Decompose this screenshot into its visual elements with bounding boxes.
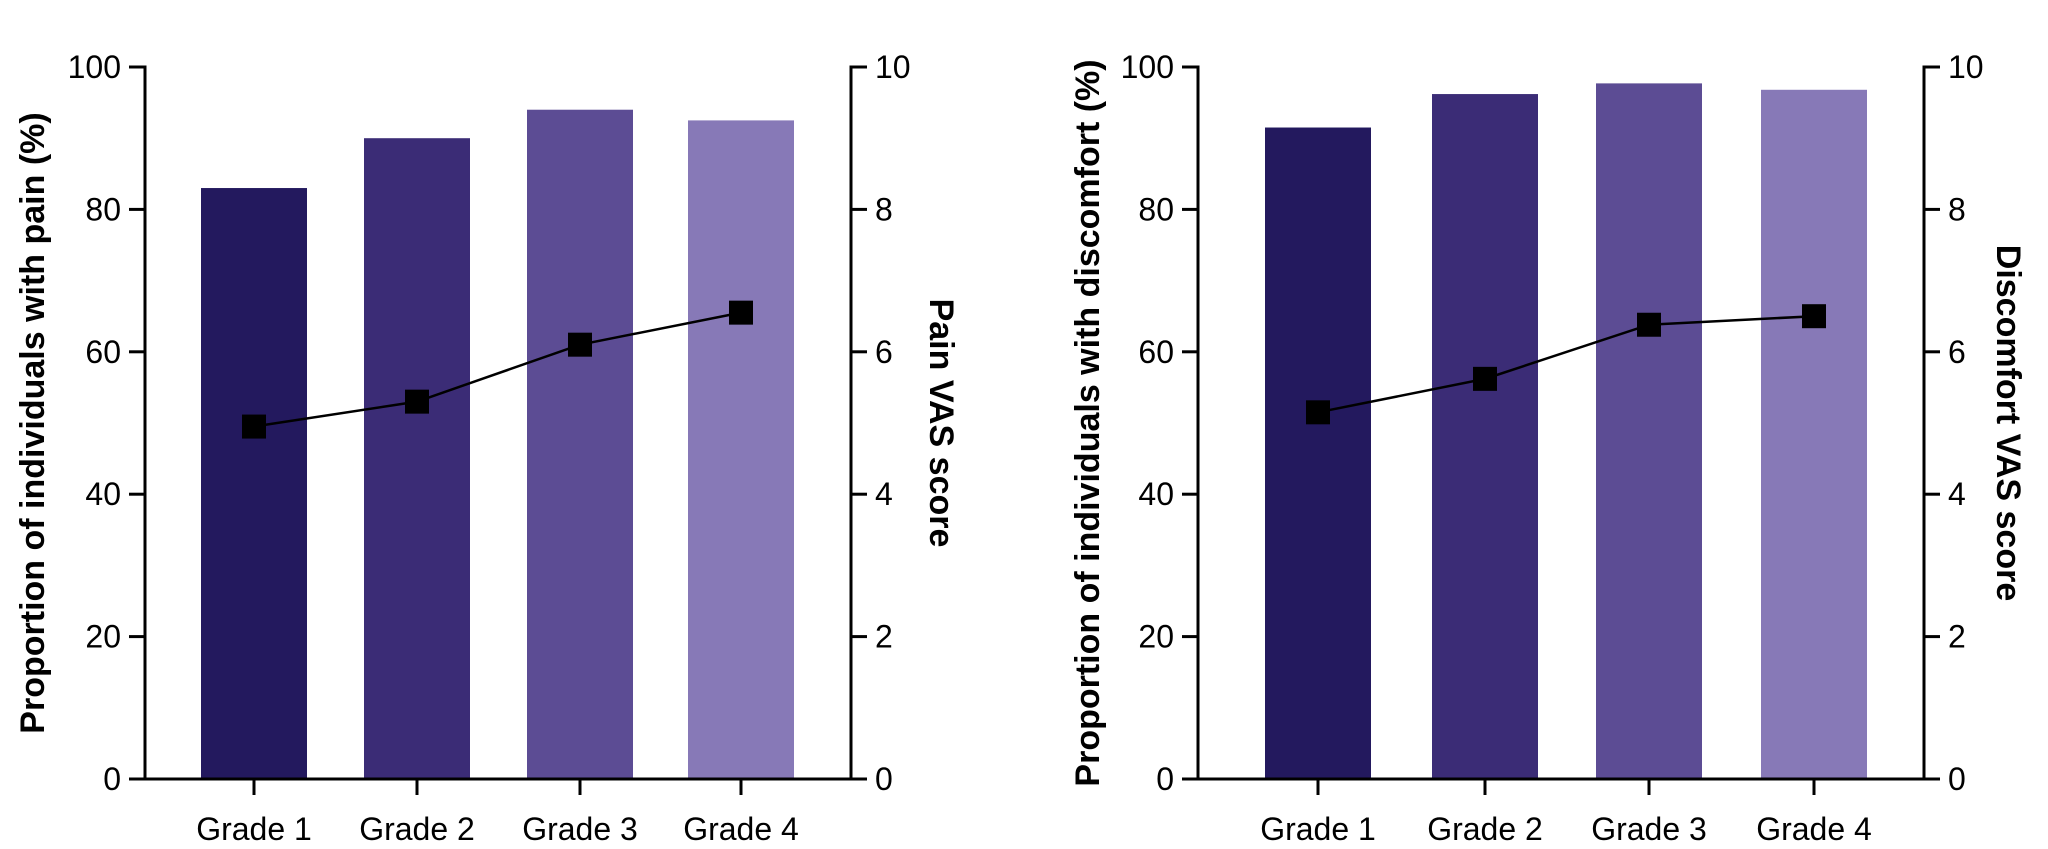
left-y-axis-title: Proportion of individuals with pain (%) [14,112,52,733]
vas-marker-grade-3 [568,332,592,357]
left-y-tick-label: 20 [85,619,121,655]
vas-score-line [1317,314,1815,414]
right-y-tick-label: 6 [875,334,893,370]
x-tick-label: Grade 1 [196,811,312,847]
vas-score-line [253,311,742,428]
right-y-tick-label: 8 [875,191,893,227]
bar-grade-4 [1761,89,1867,779]
bar-grade-2 [1432,94,1538,779]
left-y-tick-label: 20 [1138,619,1174,655]
left-y-tick-label: 40 [1138,476,1174,512]
right-y-tick-label: 6 [1948,334,1966,370]
right-y-axis-title: Pain VAS score [922,299,960,548]
left-y-tick-label: 0 [103,761,121,797]
right-y-tick-label: 0 [1948,761,1966,797]
right-y-tick-label: 2 [875,619,893,655]
bar-grade-1 [201,188,307,780]
right-y-tick-label: 0 [875,761,893,797]
x-tick-label: Grade 4 [683,811,799,847]
vas-marker-grade-1 [1306,400,1330,425]
discomfort-chart: 0 20 40 60 80 100 0 2 4 6 8 10 Grade 1 Grade 2 Grade 3… [1069,49,2027,847]
right-y-tick-label: 4 [875,476,893,512]
vas-marker-grade-1 [242,414,266,439]
x-tick-label: Grade 3 [522,811,638,847]
x-tick-label: Grade 1 [1260,811,1376,847]
right-y-tick-label: 10 [1948,49,1984,85]
left-y-tick-label: 100 [68,49,121,85]
vas-marker-grade-4 [1802,304,1826,329]
x-tick-label: Grade 2 [359,811,475,847]
x-tick-label: Grade 2 [1427,811,1543,847]
left-y-tick-label: 40 [85,476,121,512]
left-y-tick-label: 60 [1138,334,1174,370]
vas-marker-grade-3 [1637,312,1661,337]
bar-grade-4 [688,120,794,779]
left-y-tick-label: 100 [1121,49,1174,85]
vas-marker-grade-2 [1473,366,1497,391]
left-y-tick-label: 80 [85,191,121,227]
left-y-tick-label: 80 [1138,191,1174,227]
bar-grade-3 [527,109,633,780]
vas-marker-grade-2 [405,389,429,414]
right-y-tick-label: 8 [1948,191,1966,227]
left-y-axis-title: Proportion of individuals with discomfor… [1069,59,1107,786]
left-y-tick-label: 0 [1156,761,1174,797]
bar-grade-1 [1265,127,1371,779]
vas-marker-grade-4 [729,300,753,325]
right-y-tick-label: 4 [1948,476,1966,512]
right-y-tick-label: 10 [875,49,911,85]
left-y-tick-label: 60 [85,334,121,370]
bar-grade-2 [364,138,470,779]
pain-chart: 0 20 40 60 80 100 0 2 4 6 8 10 Grade 1 Grade 2 Grade 3… [14,49,960,847]
bar-grade-3 [1596,83,1702,780]
right-y-axis-title: Discomfort VAS score [1989,245,2027,601]
right-y-tick-label: 2 [1948,619,1966,655]
x-tick-label: Grade 3 [1591,811,1707,847]
x-tick-label: Grade 4 [1756,811,1872,847]
